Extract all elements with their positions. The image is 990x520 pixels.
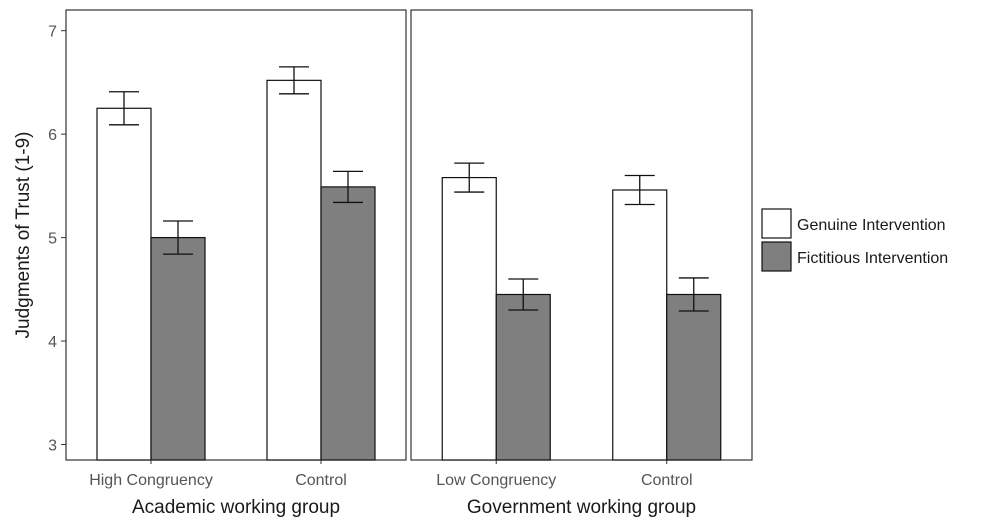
panel-0: High Congruency Control Academic working g… (65, 9, 407, 518)
panel-1: Low Congruency Control Government working … (410, 9, 753, 518)
bar (666, 293, 722, 461)
y-tick-label: 3 (48, 437, 57, 454)
bar (96, 107, 152, 461)
legend-item: Genuine Intervention (761, 208, 946, 239)
error-bar (333, 170, 363, 204)
bar (495, 293, 551, 461)
y-tick-label: 5 (48, 231, 57, 248)
legend-item: Fictitious Intervention (761, 241, 948, 272)
error-bar (624, 174, 655, 206)
error-bar (279, 66, 309, 95)
x-tick-label: Control (295, 472, 347, 489)
error-bar (163, 220, 193, 255)
y-axis: 3 4 5 6 7 (48, 24, 66, 454)
error-bar (678, 277, 709, 312)
bar (612, 189, 668, 461)
bar (150, 236, 206, 461)
panel-frame (65, 9, 407, 461)
y-axis-title: Judgments of Trust (1-9) (13, 132, 34, 339)
bar (266, 79, 322, 461)
legend: Genuine Intervention Fictitious Intervent… (761, 208, 948, 272)
legend-swatch (761, 208, 792, 239)
error-bar (109, 91, 139, 126)
y-tick-label: 6 (48, 127, 57, 144)
legend-label: Genuine Intervention (797, 217, 946, 234)
y-tick-label: 4 (48, 334, 57, 351)
x-axis-title: Academic working group (132, 497, 340, 518)
x-axis-title: Government working group (467, 497, 696, 518)
y-tick-label: 7 (48, 24, 57, 41)
bar (320, 186, 376, 461)
error-bar (508, 278, 539, 311)
x-tick-label: Control (641, 472, 693, 489)
x-tick-label: Low Congruency (436, 472, 556, 489)
error-bar (454, 162, 485, 193)
x-tick-label: High Congruency (89, 472, 213, 489)
legend-label: Fictitious Intervention (797, 250, 948, 267)
panels: High Congruency Control Academic working g… (48, 9, 753, 518)
legend-swatch (761, 241, 792, 272)
panel-frame (410, 9, 753, 461)
bar (441, 176, 497, 461)
